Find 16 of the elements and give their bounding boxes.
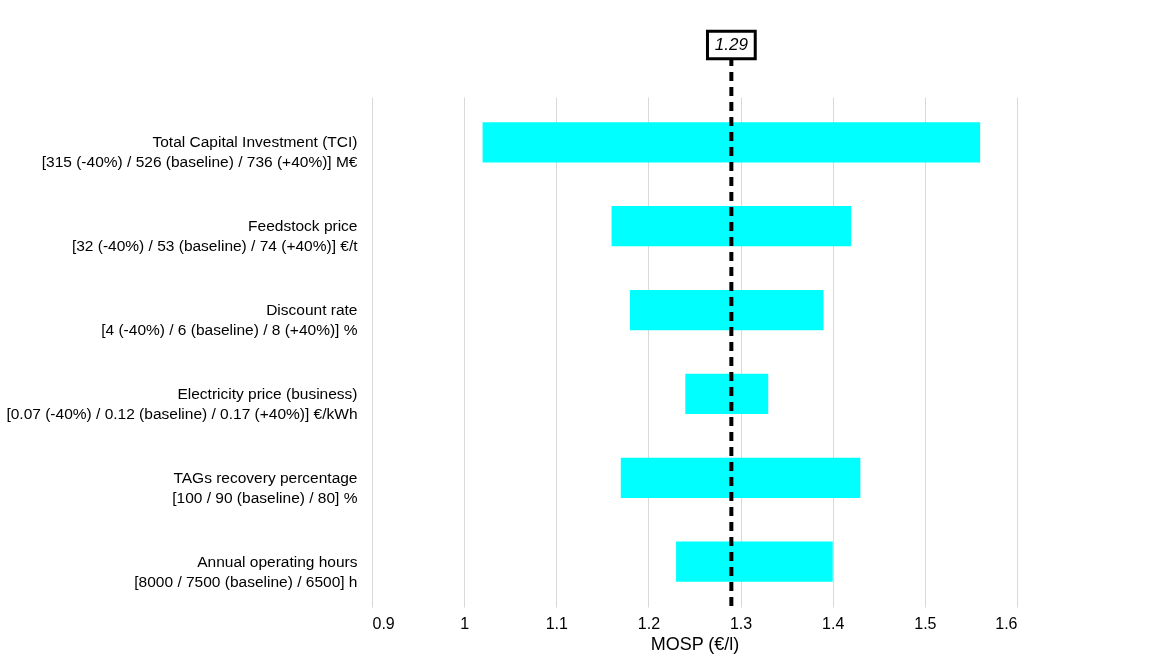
- y-tick-label: Electricity price (business) [0.07 (-40%) / 0.12 (baseline) / 0.17 (+40%)] €/kWh: [6, 384, 358, 422]
- x-tick-label: 1.4: [822, 614, 845, 632]
- x-tick-label: 1: [460, 614, 470, 632]
- x-tick-label: 1.5: [914, 614, 937, 632]
- x-tick-label: 0.9: [372, 614, 395, 632]
- x-tick-label: 1.2: [637, 614, 661, 632]
- x-tick-label: 1.6: [995, 614, 1018, 632]
- y-tick-label: Discount rate [4 (-40%) / 6 (baseline) / 8 (+40%)] %: [101, 301, 358, 339]
- x-axis-title: MOSP (€/l): [650, 633, 740, 654]
- y-tick-label: Annual operating hours [8000 / 7500 (baseline) / 6500] h: [134, 552, 358, 590]
- y-tick-label: TAGs recovery percentage [100 / 90 (baseline) / 80] %: [172, 468, 358, 506]
- x-tick-label: 1.3: [729, 614, 753, 632]
- y-tick-label: Feedstock price [32 (-40%) / 53 (baseline) / 74 (+40%)] €/t: [71, 217, 359, 255]
- y-tick-label: Total Capital Investment (TCI) [315 (-40%) / 526 (baseline) / 736 (+40%)] M€: [41, 133, 358, 171]
- ref-line-label: 1.29: [714, 35, 749, 54]
- x-tick-label: 1.1: [545, 614, 568, 632]
